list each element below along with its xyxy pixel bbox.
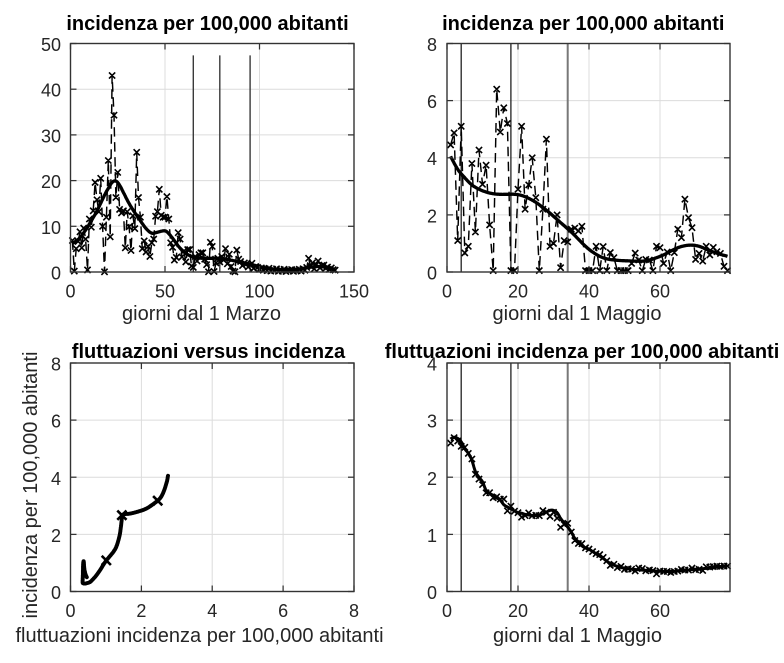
svg-text:incidenza per 100,000 abitanti: incidenza per 100,000 abitanti (20, 352, 42, 619)
svg-text:fluttuazioni incidenza per 100: fluttuazioni incidenza per 100,000 abita… (385, 341, 780, 363)
svg-text:20: 20 (508, 282, 528, 302)
svg-text:0: 0 (427, 583, 437, 603)
svg-text:40: 40 (579, 282, 599, 302)
svg-text:2: 2 (51, 526, 61, 546)
svg-text:0: 0 (427, 264, 437, 284)
svg-text:incidenza per 100,000 abitanti: incidenza per 100,000 abitanti (442, 13, 724, 35)
svg-text:fluttuazioni incidenza per 100: fluttuazioni incidenza per 100,000 abita… (15, 625, 383, 647)
svg-text:4: 4 (51, 469, 61, 489)
svg-text:30: 30 (41, 126, 61, 146)
svg-text:60: 60 (650, 282, 670, 302)
svg-text:2: 2 (427, 206, 437, 226)
svg-text:0: 0 (51, 264, 61, 284)
svg-text:8: 8 (427, 35, 437, 55)
svg-text:0: 0 (442, 601, 452, 621)
svg-text:0: 0 (65, 282, 75, 302)
svg-text:10: 10 (41, 218, 61, 238)
svg-text:incidenza per 100,000 abitanti: incidenza per 100,000 abitanti (66, 13, 348, 35)
svg-text:giorni dal 1 Marzo: giorni dal 1 Marzo (122, 303, 281, 325)
svg-text:2: 2 (136, 601, 146, 621)
svg-text:giorni dal 1 Maggio: giorni dal 1 Maggio (493, 303, 662, 325)
svg-text:50: 50 (41, 35, 61, 55)
svg-text:6: 6 (278, 601, 288, 621)
svg-text:50: 50 (155, 282, 175, 302)
svg-text:6: 6 (427, 92, 437, 112)
svg-text:0: 0 (442, 282, 452, 302)
svg-text:150: 150 (339, 282, 369, 302)
svg-text:4: 4 (207, 601, 217, 621)
svg-text:8: 8 (349, 601, 359, 621)
svg-text:40: 40 (41, 81, 61, 101)
svg-text:20: 20 (41, 172, 61, 192)
svg-text:60: 60 (650, 601, 670, 621)
svg-text:6: 6 (51, 412, 61, 432)
svg-text:fluttuazioni versus incidenza: fluttuazioni versus incidenza (72, 341, 346, 363)
svg-text:3: 3 (427, 412, 437, 432)
svg-text:4: 4 (427, 149, 437, 169)
svg-text:2: 2 (427, 469, 437, 489)
svg-text:40: 40 (579, 601, 599, 621)
svg-text:8: 8 (51, 355, 61, 375)
svg-text:1: 1 (427, 526, 437, 546)
svg-text:100: 100 (244, 282, 274, 302)
svg-text:4: 4 (427, 355, 437, 375)
svg-text:0: 0 (65, 601, 75, 621)
svg-text:giorni dal 1 Maggio: giorni dal 1 Maggio (493, 625, 662, 647)
svg-text:0: 0 (51, 583, 61, 603)
svg-text:20: 20 (508, 601, 528, 621)
